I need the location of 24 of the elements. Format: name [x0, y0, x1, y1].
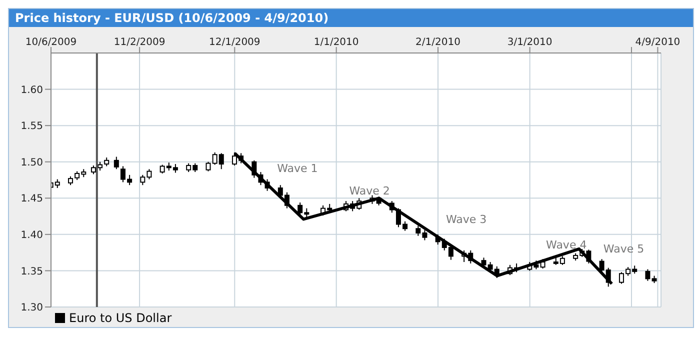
- y-tick-label: 1.50: [20, 157, 43, 168]
- x-tick-label: 10/6/2009: [25, 37, 77, 48]
- legend-label: Euro to US Dollar: [69, 311, 172, 325]
- annotation: Wave 1: [277, 162, 318, 176]
- y-tick-label: 1.35: [20, 266, 43, 278]
- y-tick-label: 1.30: [20, 302, 43, 314]
- x-tick-label: 2/1/2010: [416, 37, 460, 48]
- x-tick-label: 12/1/2009: [209, 37, 260, 48]
- x-tick-label: 11/2/2009: [114, 37, 166, 48]
- chart-title: Price history - EUR/USD (10/6/2009 - 4/9/2010): [9, 9, 693, 27]
- annotation: Wave 4: [546, 238, 587, 252]
- candlestick: [481, 257, 486, 268]
- y-tick-label: 1.40: [20, 230, 43, 241]
- x-tick-label: 3/1/2010: [507, 37, 552, 48]
- annotation: Wave 2: [349, 184, 390, 198]
- annotation: Wave 5: [603, 242, 644, 256]
- y-tick-label: 1.55: [20, 121, 43, 132]
- x-tick-label: 4/9/2010: [635, 37, 680, 48]
- y-tick-label: 1.60: [20, 84, 43, 96]
- x-tick-label: 1/1/2010: [314, 37, 359, 48]
- candlestick: [645, 268, 650, 282]
- y-tick-label: 1.45: [20, 194, 43, 205]
- annotation: Wave 3: [446, 212, 487, 226]
- candlestick: [114, 156, 119, 170]
